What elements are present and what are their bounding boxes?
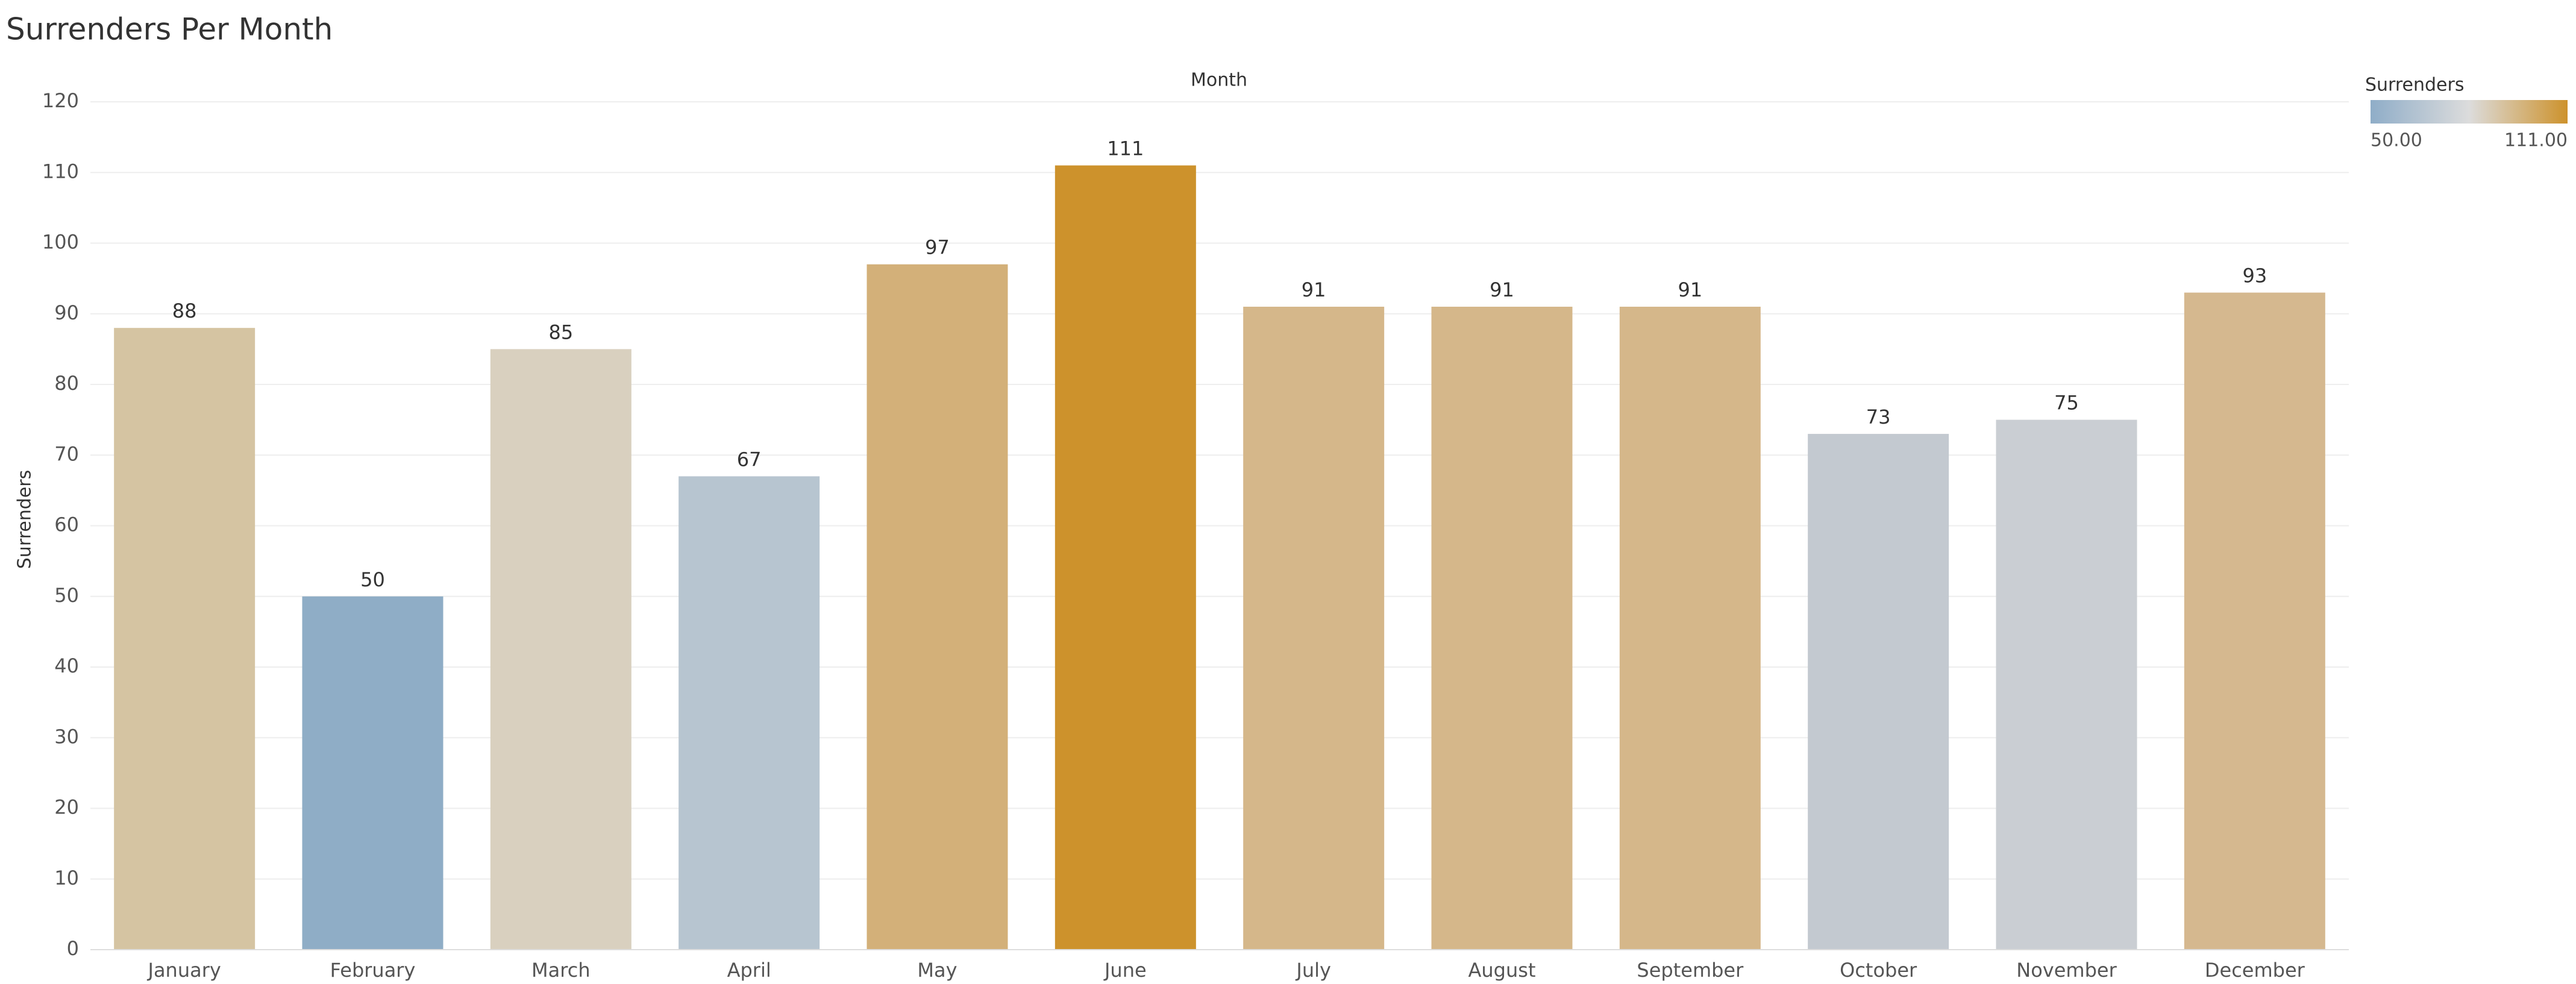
x-tick-label: August	[1468, 959, 1536, 982]
y-tick-label: 40	[54, 654, 79, 677]
bar	[678, 476, 820, 950]
data-label: 50	[360, 568, 385, 591]
data-label: 91	[1302, 278, 1326, 301]
bar	[2184, 292, 2325, 950]
x-axis-title: Month	[1191, 70, 1247, 91]
x-tick-label: April	[727, 959, 771, 982]
y-tick-label: 120	[42, 89, 79, 112]
legend-label: 50.00	[2371, 130, 2422, 151]
x-tick-label: March	[531, 959, 591, 982]
x-tick-label: September	[1637, 959, 1744, 982]
y-tick-label: 100	[42, 231, 79, 254]
bar	[1243, 307, 1385, 950]
x-tick-label: July	[1295, 959, 1331, 982]
bar	[1619, 307, 1761, 950]
bar	[1431, 307, 1573, 950]
data-label: 91	[1678, 278, 1702, 301]
x-tick-label: February	[330, 959, 416, 982]
data-label: 93	[2242, 265, 2267, 287]
y-tick-label: 70	[54, 442, 79, 465]
chart-title: Surrenders Per Month	[6, 12, 333, 47]
bar	[302, 596, 443, 950]
bar	[114, 328, 255, 950]
legend-gradient	[2371, 100, 2568, 124]
legend-label: 111.00	[2504, 130, 2568, 151]
y-tick-label: 20	[54, 796, 79, 819]
data-label: 91	[1490, 278, 1514, 301]
y-tick-label: 50	[54, 584, 79, 607]
y-tick-label: 0	[67, 937, 79, 960]
x-tick-label: June	[1103, 959, 1147, 982]
bar	[867, 264, 1008, 950]
y-tick-label: 30	[54, 725, 79, 748]
bar	[490, 349, 631, 950]
y-tick-label: 80	[54, 372, 79, 395]
x-tick-label: October	[1840, 959, 1917, 982]
data-label: 67	[737, 448, 762, 471]
data-label: 73	[1866, 406, 1891, 428]
data-label: 111	[1107, 137, 1144, 160]
bar	[1055, 165, 1196, 950]
y-tick-label: 60	[54, 513, 79, 536]
y-axis-title: Surrenders	[14, 470, 36, 569]
x-tick-label: December	[2205, 959, 2305, 982]
x-tick-label: November	[2016, 959, 2117, 982]
data-label: 85	[548, 321, 573, 343]
bar	[1808, 434, 1949, 950]
data-label: 75	[2054, 392, 2079, 415]
x-tick-label: May	[917, 959, 957, 982]
data-label: 88	[172, 299, 197, 322]
data-label: 97	[925, 236, 950, 259]
y-tick-label: 10	[54, 866, 79, 889]
bar	[1996, 419, 2137, 950]
y-tick-label: 110	[42, 160, 79, 183]
x-tick-label: January	[147, 959, 221, 982]
y-tick-label: 90	[54, 301, 79, 324]
legend-title: Surrenders	[2365, 75, 2464, 96]
